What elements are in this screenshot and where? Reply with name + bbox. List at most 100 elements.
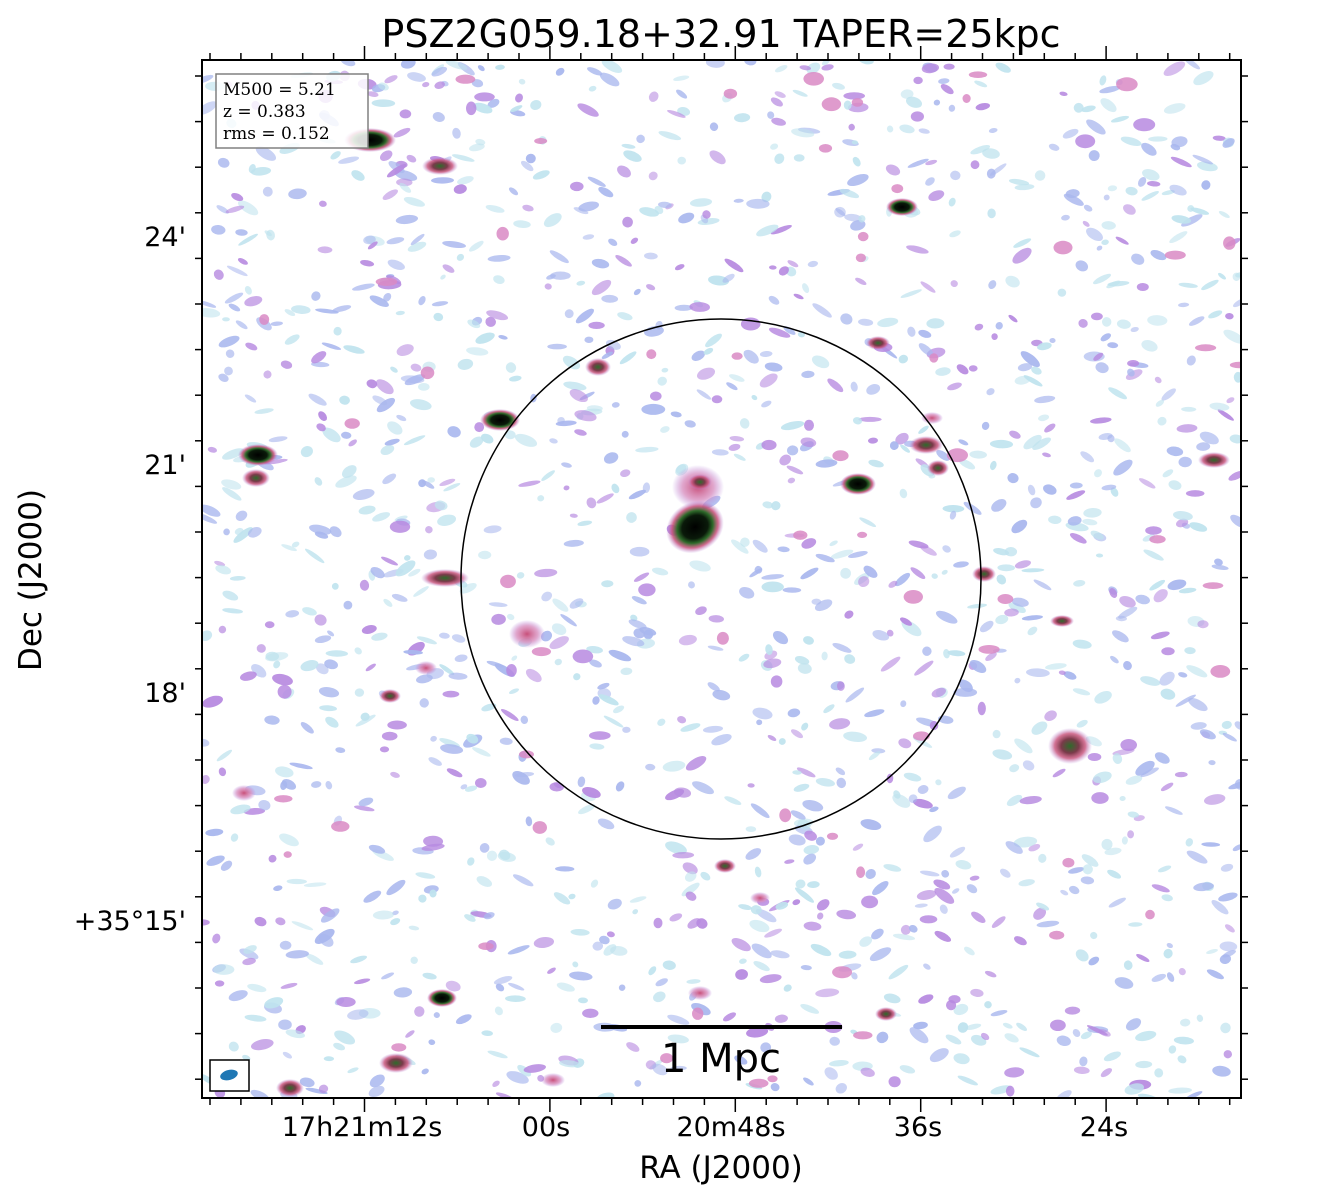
noise-blob [440, 274, 446, 280]
noise-blob [305, 953, 324, 965]
noise-blob [620, 667, 633, 676]
noise-blob [1108, 897, 1126, 908]
noise-blob [803, 1077, 814, 1086]
noise-blob [888, 964, 909, 980]
noise-blob [787, 708, 801, 718]
noise-blob [1116, 319, 1131, 329]
noise-blob [1022, 760, 1035, 771]
noise-blob [956, 364, 969, 375]
noise-blob [947, 786, 966, 800]
noise-blob [856, 866, 866, 878]
noise-blob [835, 767, 846, 776]
noise-blob [843, 100, 852, 110]
noise-blob [858, 416, 882, 422]
noise-blob [474, 92, 495, 102]
noise-blob [628, 619, 647, 629]
noise-blob [495, 64, 505, 70]
noise-blob [910, 567, 926, 579]
noise-blob [657, 718, 666, 726]
noise-blob [1176, 424, 1198, 433]
noise-blob [1154, 376, 1162, 384]
noise-blob [794, 655, 810, 665]
noise-blob [1177, 1055, 1187, 1064]
noise-blob [1055, 1090, 1072, 1098]
noise-blob [475, 138, 486, 146]
noise-blob [1101, 221, 1116, 230]
noise-blob [592, 941, 604, 951]
noise-blob [242, 957, 256, 966]
noise-blob [392, 910, 399, 916]
noise-blob [795, 879, 806, 889]
noise-blob [291, 541, 300, 548]
noise-blob [1223, 1050, 1232, 1059]
noise-blob [217, 157, 230, 168]
noise-blob [863, 565, 878, 578]
noise-blob [264, 715, 280, 725]
noise-blob [1081, 105, 1096, 113]
noise-blob [792, 89, 808, 97]
noise-blob [584, 336, 594, 344]
noise-blob [982, 148, 1000, 159]
noise-blob [499, 737, 513, 745]
noise-blob [1027, 626, 1038, 636]
noise-blob [273, 660, 281, 669]
noise-blob [745, 848, 762, 860]
noise-blob [1080, 876, 1095, 885]
noise-blob [243, 945, 257, 954]
noise-blob [511, 655, 518, 661]
noise-blob [1148, 136, 1168, 142]
noise-blob [696, 367, 716, 380]
noise-blob [1031, 721, 1048, 735]
y-tick-label: +35°15' [74, 906, 186, 937]
noise-blob [368, 844, 386, 854]
noise-blob [880, 656, 901, 672]
noise-blob [770, 224, 792, 235]
noise-blob [907, 158, 929, 168]
noise-blob [318, 1084, 329, 1094]
noise-blob [448, 672, 468, 680]
noise-blob [250, 166, 272, 176]
noise-blob [291, 305, 311, 314]
noise-blob [900, 89, 914, 99]
noise-blob [1158, 865, 1172, 873]
y-axis-label: Dec (J2000) [13, 489, 49, 671]
noise-blob [1159, 671, 1175, 686]
noise-blob [1007, 473, 1019, 484]
noise-blob [547, 967, 556, 974]
noise-blob [1196, 442, 1211, 451]
noise-blob [953, 1053, 970, 1065]
noise-blob [230, 804, 251, 815]
radio-source [379, 689, 401, 703]
noise-blob [247, 983, 267, 993]
noise-blob [821, 97, 842, 112]
noise-blob [464, 785, 478, 792]
noise-blob [767, 111, 775, 119]
noise-blob [393, 127, 411, 138]
noise-blob [1078, 318, 1088, 328]
noise-blob [986, 388, 995, 396]
noise-blob [577, 103, 599, 117]
noise-blob [479, 843, 490, 853]
noise-blob [993, 548, 1010, 556]
scale-bar-label: 1 Mpc [661, 1036, 781, 1082]
noise-blob [433, 312, 444, 322]
noise-blob [323, 1056, 335, 1062]
noise-blob [622, 216, 633, 228]
noise-blob [214, 980, 225, 987]
noise-blob [731, 938, 751, 952]
noise-blob [1176, 518, 1189, 528]
noise-blob [746, 198, 770, 209]
noise-blob [283, 851, 292, 858]
noise-blob [1107, 342, 1119, 349]
x-tick-label: 17h21m12s [282, 1112, 443, 1143]
noise-blob [286, 878, 307, 885]
noise-blob [1073, 1066, 1090, 1075]
noise-blob [778, 738, 786, 745]
noise-blob [978, 645, 1000, 654]
noise-blob [319, 705, 337, 712]
noise-blob [320, 908, 340, 923]
axis-ticks [195, 46, 1248, 1112]
noise-blob [432, 112, 445, 122]
noise-blob [284, 334, 300, 345]
